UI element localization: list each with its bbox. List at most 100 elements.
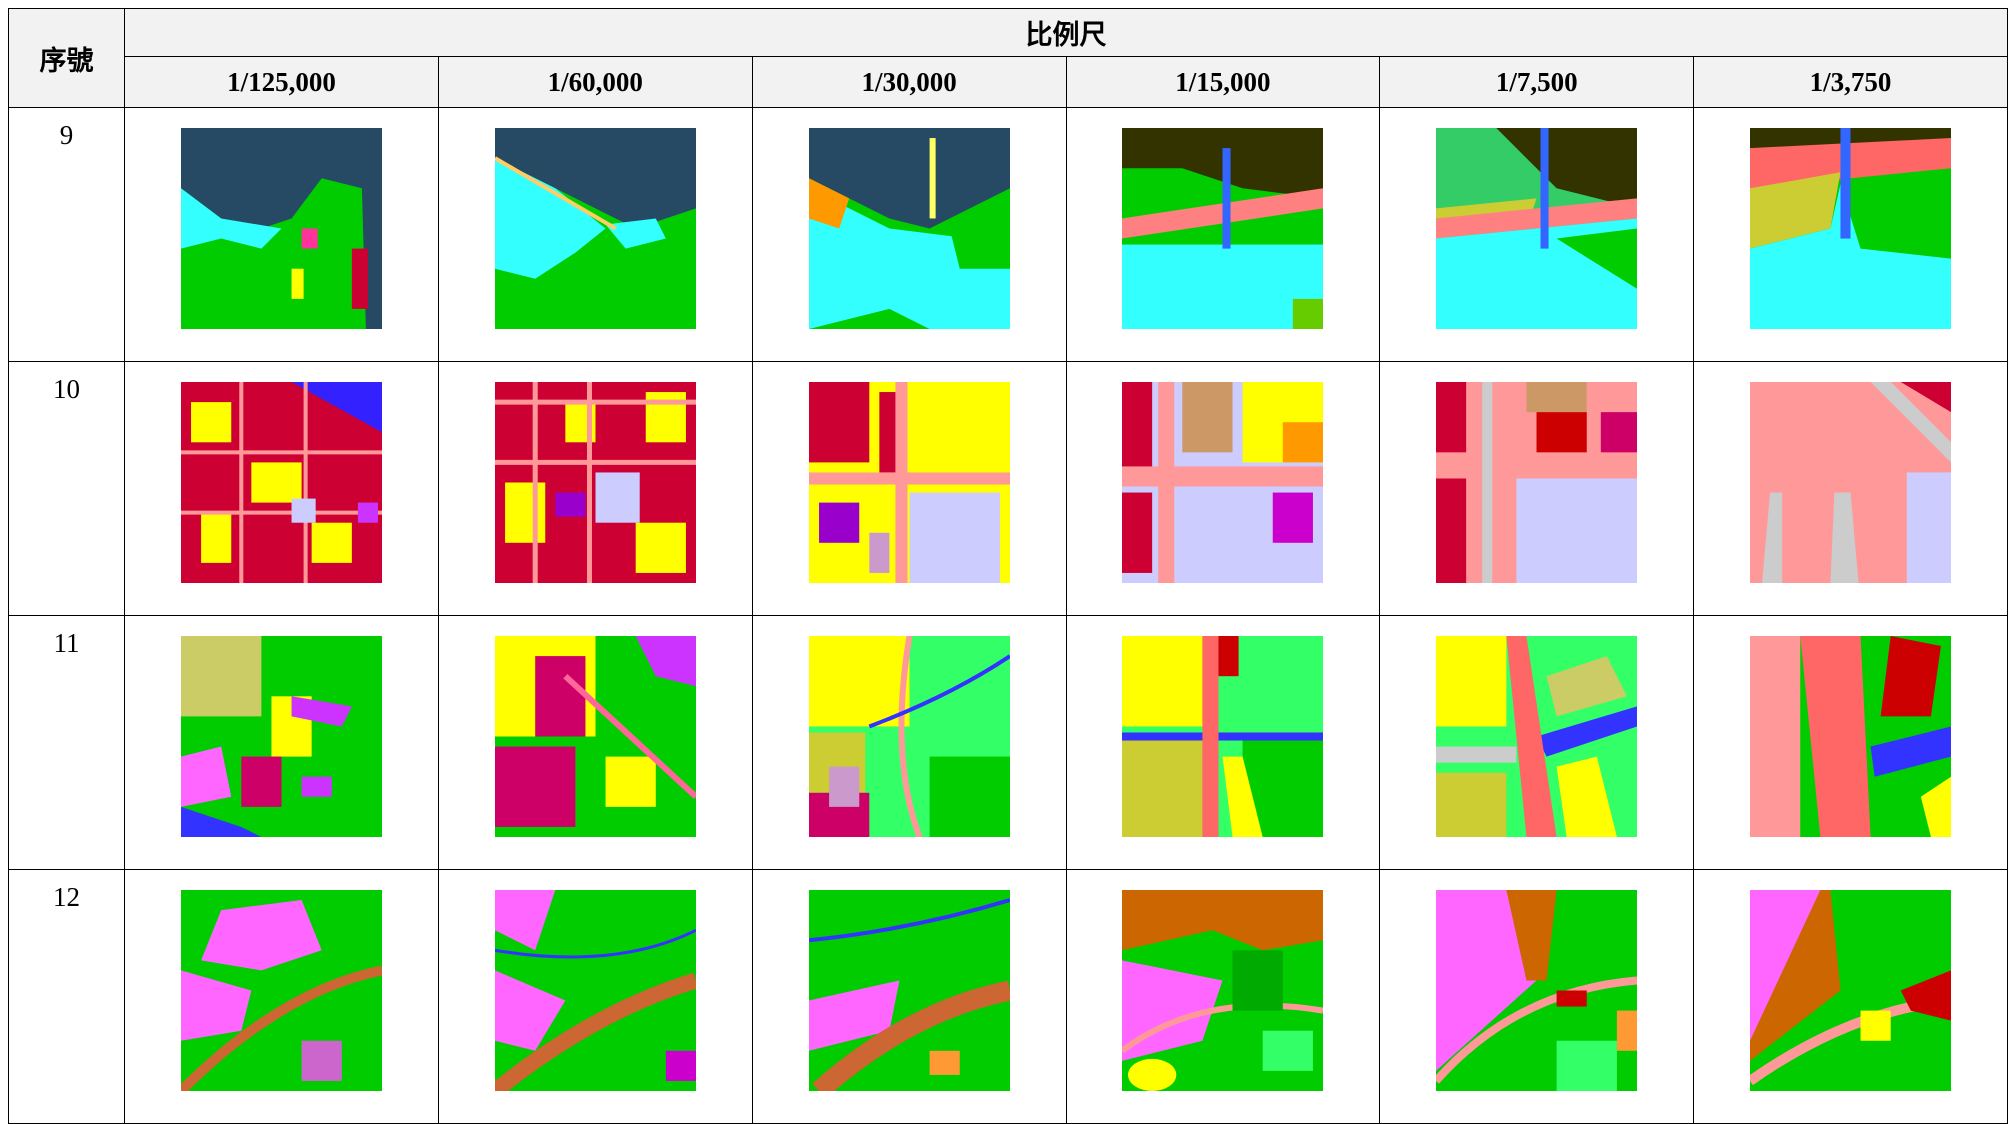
map-image: [494, 890, 696, 1091]
map-region: [1122, 736, 1203, 837]
map-region: [1556, 756, 1618, 837]
map-region: [1546, 656, 1628, 717]
map-region: [494, 156, 617, 231]
map-region: [949, 218, 1010, 269]
map-region: [1840, 128, 1851, 239]
map-region: [808, 178, 849, 229]
map-region: [494, 890, 556, 951]
map-region: [180, 965, 382, 1091]
scale-label: 1/60,000: [437, 56, 753, 108]
map-region: [180, 382, 382, 583]
map-image: [180, 636, 382, 837]
map-region: [1182, 382, 1233, 453]
map-region: [291, 382, 382, 433]
map-region: [1506, 890, 1557, 981]
map-region: [1122, 636, 1203, 727]
map-region: [563, 673, 696, 800]
table-row: 11: [7, 615, 2008, 870]
map-region: [605, 218, 666, 249]
map-image: [494, 382, 696, 583]
map-image: [180, 382, 382, 583]
map-region: [808, 382, 869, 463]
scale-label: 1/125,000: [124, 56, 439, 108]
page: 序號 比例尺 1/125,000 1/60,000 1/30,000 1/15,…: [7, 8, 2008, 1124]
table-cell: [1379, 615, 1695, 870]
table-cell: [437, 615, 753, 870]
map-region: [818, 502, 859, 543]
map-region: [1122, 382, 1153, 473]
map-region: [1128, 1058, 1177, 1091]
map-region: [311, 522, 352, 563]
map-image: [1750, 636, 1952, 837]
map-region: [494, 928, 696, 959]
table-cell: [124, 361, 439, 616]
table-cell: [751, 361, 1067, 616]
map-region: [1920, 776, 1952, 837]
scale-label: 1/7,500: [1379, 56, 1695, 108]
map-region: [1556, 990, 1587, 1007]
map-region: [251, 462, 302, 503]
map-region: [1222, 148, 1231, 249]
map-region: [1122, 466, 1324, 487]
map-image: [1436, 128, 1638, 329]
table-row: 12: [7, 869, 2008, 1124]
table-cell: [1693, 869, 2008, 1124]
table-cell: [437, 107, 753, 362]
map-region: [665, 1050, 696, 1081]
table-cell: [1065, 869, 1381, 1124]
map-region: [1436, 198, 1638, 239]
table-cell: [1693, 361, 2008, 616]
table-cell: [1065, 107, 1381, 362]
table-cell: [437, 361, 753, 616]
map-region: [504, 482, 546, 543]
map-region: [645, 392, 686, 443]
map-region: [808, 188, 1010, 329]
map-region: [1218, 636, 1239, 677]
map-image: [1122, 382, 1324, 583]
map-region: [180, 636, 262, 717]
map-region: [635, 522, 686, 573]
map-region: [191, 402, 232, 443]
map-region: [1750, 636, 1801, 837]
map-region: [180, 970, 252, 1041]
map-region: [1436, 890, 1537, 1071]
table-row: 序號 比例尺: [7, 8, 2008, 108]
map-region: [808, 382, 1010, 583]
map-region: [1526, 382, 1587, 413]
map-region: [1202, 636, 1219, 837]
map-region: [1750, 172, 1841, 249]
map-region: [1830, 492, 1859, 583]
map-region: [909, 492, 1000, 583]
map-region: [201, 512, 232, 563]
map-image: [1436, 636, 1638, 837]
map-image: [1750, 382, 1952, 583]
scale-header: 比例尺: [124, 8, 2008, 57]
map-region: [1273, 492, 1314, 543]
map-region: [1436, 636, 1507, 727]
map-region: [1750, 184, 1952, 329]
map-region: [1122, 1002, 1324, 1054]
map-region: [1283, 422, 1324, 463]
map-region: [1556, 228, 1638, 289]
map-region: [1750, 890, 1841, 1061]
map-region: [291, 498, 316, 523]
map-region: [808, 898, 1010, 943]
map-region: [201, 900, 322, 971]
map-region: [351, 248, 368, 309]
table-cell: [1065, 615, 1381, 870]
row-index: 11: [7, 615, 126, 870]
row-index: 10: [7, 361, 126, 616]
table-cell: [124, 869, 439, 1124]
map-region: [291, 696, 352, 727]
map-region: [1516, 478, 1638, 583]
table-cell: [1379, 107, 1695, 362]
scale-label: 1/3,750: [1693, 56, 2008, 108]
map-region: [808, 128, 1010, 229]
map-region: [1222, 756, 1264, 837]
map-region: [1436, 746, 1517, 763]
map-region: [494, 158, 606, 279]
map-region: [595, 472, 640, 523]
table-cell: [1379, 361, 1695, 616]
scale-label: 1/15,000: [1065, 56, 1381, 108]
map-image: [180, 890, 382, 1091]
